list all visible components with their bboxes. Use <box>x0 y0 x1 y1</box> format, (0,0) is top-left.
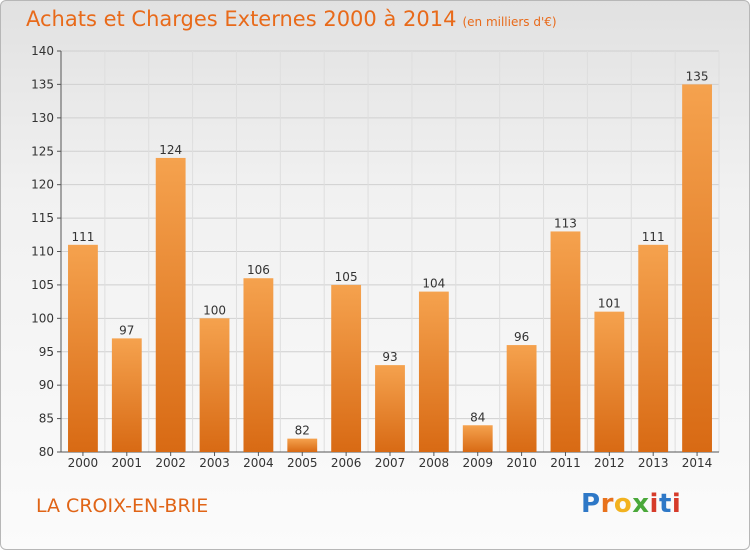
y-tick-label: 80 <box>39 445 54 459</box>
x-tick-label: 2012 <box>594 456 625 470</box>
bars <box>68 84 712 453</box>
y-tick-label: 135 <box>31 77 54 91</box>
bar <box>331 284 362 452</box>
x-tick-label: 2013 <box>638 456 669 470</box>
x-tick-label: 2011 <box>550 456 581 470</box>
bar <box>550 231 581 452</box>
x-tick-label: 2000 <box>68 456 99 470</box>
proxiti-logo[interactable]: Proxiti <box>581 489 681 519</box>
y-tick-label: 100 <box>31 311 54 325</box>
x-tick-label: 2004 <box>243 456 274 470</box>
y-tick-label: 130 <box>31 111 54 125</box>
logo-letter: x <box>632 489 650 519</box>
y-tick-label: 125 <box>31 144 54 158</box>
logo-letter: i <box>649 489 659 519</box>
x-tick-label: 2005 <box>287 456 318 470</box>
bar <box>68 244 98 452</box>
bar <box>243 278 274 452</box>
bar <box>287 438 318 452</box>
logo-letter: i <box>671 489 682 519</box>
value-label: 135 <box>686 69 709 83</box>
value-label: 82 <box>295 424 310 438</box>
y-tick-labels: 80 85 90 95 100 105 110 115 120 125 130 135 140 <box>31 44 54 459</box>
y-tick-label: 95 <box>39 345 54 359</box>
x-tick-label: 2003 <box>199 456 230 470</box>
x-tick-labels: 2000 2001 2002 2003 2004 2005 2006 2007 2008 2009… <box>68 456 713 470</box>
x-tick-label: 2001 <box>112 456 143 470</box>
chart-title: Achats et Charges Externes 2000 à 2014 <box>26 7 457 31</box>
y-tick-label: 110 <box>31 245 54 259</box>
chart-title-block: Achats et Charges Externes 2000 à 2014 (e… <box>26 7 557 31</box>
y-tick-label: 115 <box>31 211 54 225</box>
value-label: 105 <box>335 270 358 284</box>
value-label: 84 <box>470 410 485 424</box>
bar <box>638 244 669 452</box>
bar <box>111 338 142 452</box>
bar <box>418 291 449 452</box>
x-tick-label: 2014 <box>682 456 713 470</box>
logo-letter: o <box>613 489 633 519</box>
x-tick-label: 2008 <box>419 456 450 470</box>
value-label: 101 <box>598 297 621 311</box>
value-label: 104 <box>422 277 445 291</box>
value-label: 96 <box>514 330 529 344</box>
y-tick-label: 105 <box>31 278 54 292</box>
value-label: 113 <box>554 216 577 230</box>
y-tick-label: 140 <box>31 44 54 58</box>
bar <box>682 84 712 453</box>
logo-letter: r <box>600 489 614 519</box>
bar <box>506 345 537 452</box>
chart-subtitle: (en milliers d'€) <box>462 15 557 29</box>
x-tick-label: 2007 <box>375 456 406 470</box>
value-label: 124 <box>159 143 182 157</box>
place-name: LA CROIX-EN-BRIE <box>36 495 209 517</box>
bar <box>155 157 186 452</box>
x-tick-label: 2009 <box>462 456 493 470</box>
value-label: 106 <box>247 263 270 277</box>
logo-letter: P <box>581 489 601 519</box>
bar <box>375 365 405 452</box>
value-label: 100 <box>203 303 226 317</box>
value-label: 93 <box>382 350 397 364</box>
bar <box>462 425 493 452</box>
y-tick-label: 90 <box>39 378 54 392</box>
logo-letter: t <box>658 489 672 519</box>
value-labels: 111 97 124 100 106 82 105 93 104 84 96 113 101 111 135 <box>71 69 708 437</box>
bar <box>594 311 625 452</box>
bar <box>199 318 230 452</box>
value-label: 111 <box>71 230 94 244</box>
value-label: 111 <box>642 230 665 244</box>
value-label: 97 <box>119 323 134 337</box>
x-tick-label: 2006 <box>331 456 362 470</box>
y-tick-label: 120 <box>31 178 54 192</box>
x-tick-label: 2010 <box>506 456 537 470</box>
y-tick-label: 85 <box>39 412 54 426</box>
x-tick-label: 2002 <box>155 456 186 470</box>
